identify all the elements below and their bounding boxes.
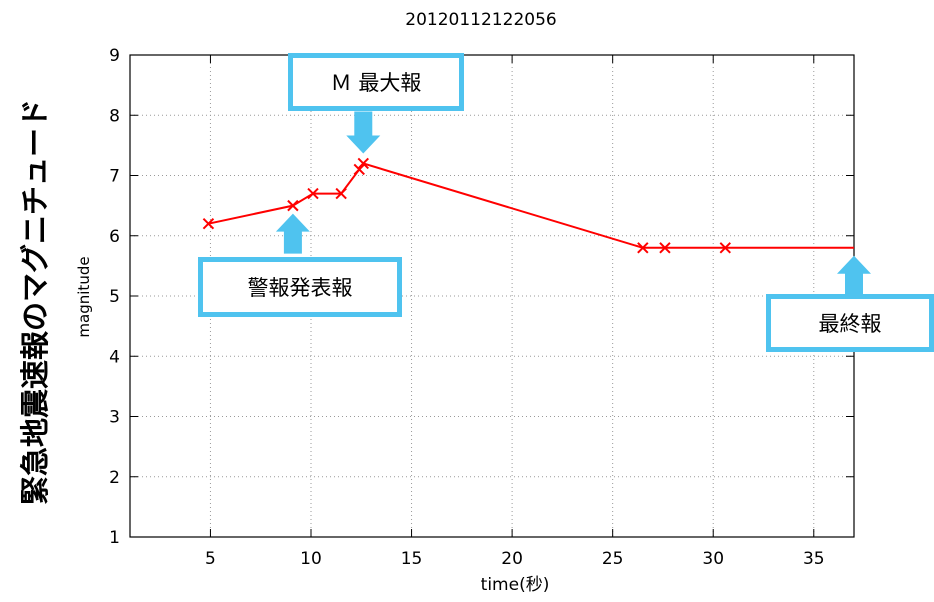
arrow-final xyxy=(837,255,871,296)
series-layer xyxy=(202,157,854,254)
x-tick-label: 30 xyxy=(702,549,724,569)
y-tick-label: 5 xyxy=(109,287,120,307)
y-tick-label: 7 xyxy=(109,167,120,187)
x-tick-label: 35 xyxy=(803,549,825,569)
y-tick-label: 6 xyxy=(109,227,120,247)
callout-warning-text: 警報発表報 xyxy=(247,276,353,300)
x-tick-label: 10 xyxy=(300,549,322,569)
y-tick-label: 9 xyxy=(109,46,120,66)
y-axis-label: magnitude xyxy=(75,256,93,337)
data-point-marker xyxy=(659,242,671,254)
data-point-marker xyxy=(202,217,215,230)
y-tick-label: 4 xyxy=(109,347,120,367)
callout-max: Ｍ 最大報 xyxy=(288,53,464,111)
callout-final: 最終報 xyxy=(766,294,934,352)
x-tick-label: 5 xyxy=(205,549,216,569)
y-tick-label: 8 xyxy=(109,106,120,126)
arrow-layer xyxy=(275,111,871,296)
x-tick-label: 15 xyxy=(401,549,423,569)
data-point-marker xyxy=(353,163,365,176)
y-axis-side-title: 緊急地震速報のマグニチュード xyxy=(18,99,52,505)
data-point-marker xyxy=(307,187,319,200)
callout-warning: 警報発表報 xyxy=(198,257,402,317)
y-tick-label: 3 xyxy=(109,408,120,428)
y-tick-label: 1 xyxy=(109,528,120,548)
x-axis-label: time(秒) xyxy=(481,575,550,595)
grid-layer xyxy=(130,55,854,537)
data-point-marker xyxy=(287,199,299,212)
y-tick-label: 2 xyxy=(109,468,120,488)
chart-title: 20120112122056 xyxy=(405,10,556,30)
data-point-marker xyxy=(357,157,369,170)
x-tick-label: 25 xyxy=(602,549,624,569)
arrow-max xyxy=(346,111,381,154)
series-line xyxy=(208,162,854,249)
callout-final-text: 最終報 xyxy=(818,312,882,336)
data-point-marker xyxy=(637,242,649,254)
data-point-marker xyxy=(335,187,347,200)
data-point-marker xyxy=(719,242,731,254)
tick-layer: 1 2 3 4 5 6 7 8 9 5 10 15 20 25 30 35 xyxy=(109,46,854,569)
arrow-warning xyxy=(275,213,310,254)
x-tick-label: 20 xyxy=(501,549,523,569)
callout-max-text: Ｍ 最大報 xyxy=(330,71,422,95)
